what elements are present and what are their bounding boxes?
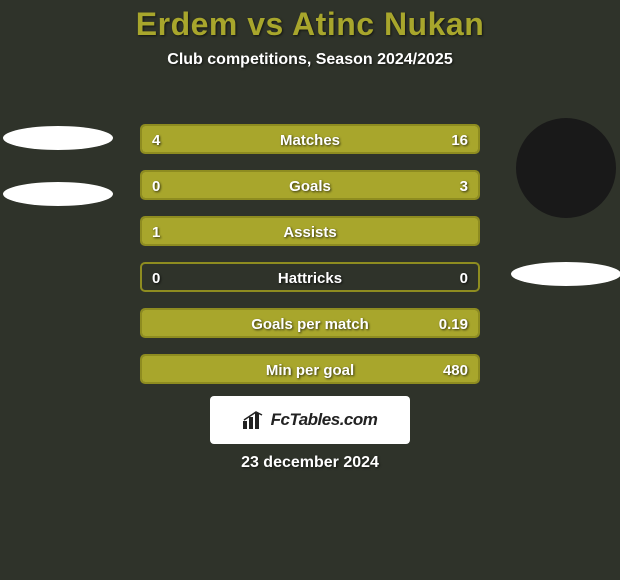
bar-row: 1Assists (140, 216, 480, 246)
bar-value-right: 16 (451, 126, 468, 154)
left-player-column (0, 118, 118, 206)
bar-value-right: 0.19 (439, 310, 468, 338)
comparison-bars: 4Matches160Goals31Assists0Hattricks0Goal… (140, 124, 480, 400)
branding-chart-icon (243, 411, 265, 429)
bar-label: Matches (142, 126, 478, 154)
bar-row: 0Goals3 (140, 170, 480, 200)
subtitle: Club competitions, Season 2024/2025 (0, 51, 620, 69)
bar-label: Goals (142, 172, 478, 200)
bar-label: Goals per match (142, 310, 478, 338)
right-player-avatar (516, 118, 616, 218)
bar-row: 0Hattricks0 (140, 262, 480, 292)
branding-badge: FcTables.com (210, 396, 410, 444)
date-label: 23 december 2024 (0, 454, 620, 472)
left-player-name-pill-2 (3, 182, 113, 206)
branding-text: FcTables.com (271, 410, 378, 430)
left-player-name-pill-1 (3, 126, 113, 150)
bar-row: 4Matches16 (140, 124, 480, 154)
bar-value-right: 3 (460, 172, 468, 200)
bar-row: Goals per match0.19 (140, 308, 480, 338)
right-player-name-pill (511, 262, 620, 286)
bar-value-right: 480 (443, 356, 468, 384)
page-title: Erdem vs Atinc Nukan (0, 0, 620, 43)
bar-label: Hattricks (142, 264, 478, 292)
bar-label: Min per goal (142, 356, 478, 384)
bar-label: Assists (142, 218, 478, 246)
bar-row: Min per goal480 (140, 354, 480, 384)
bar-value-right: 0 (460, 264, 468, 292)
right-player-column (506, 118, 620, 286)
